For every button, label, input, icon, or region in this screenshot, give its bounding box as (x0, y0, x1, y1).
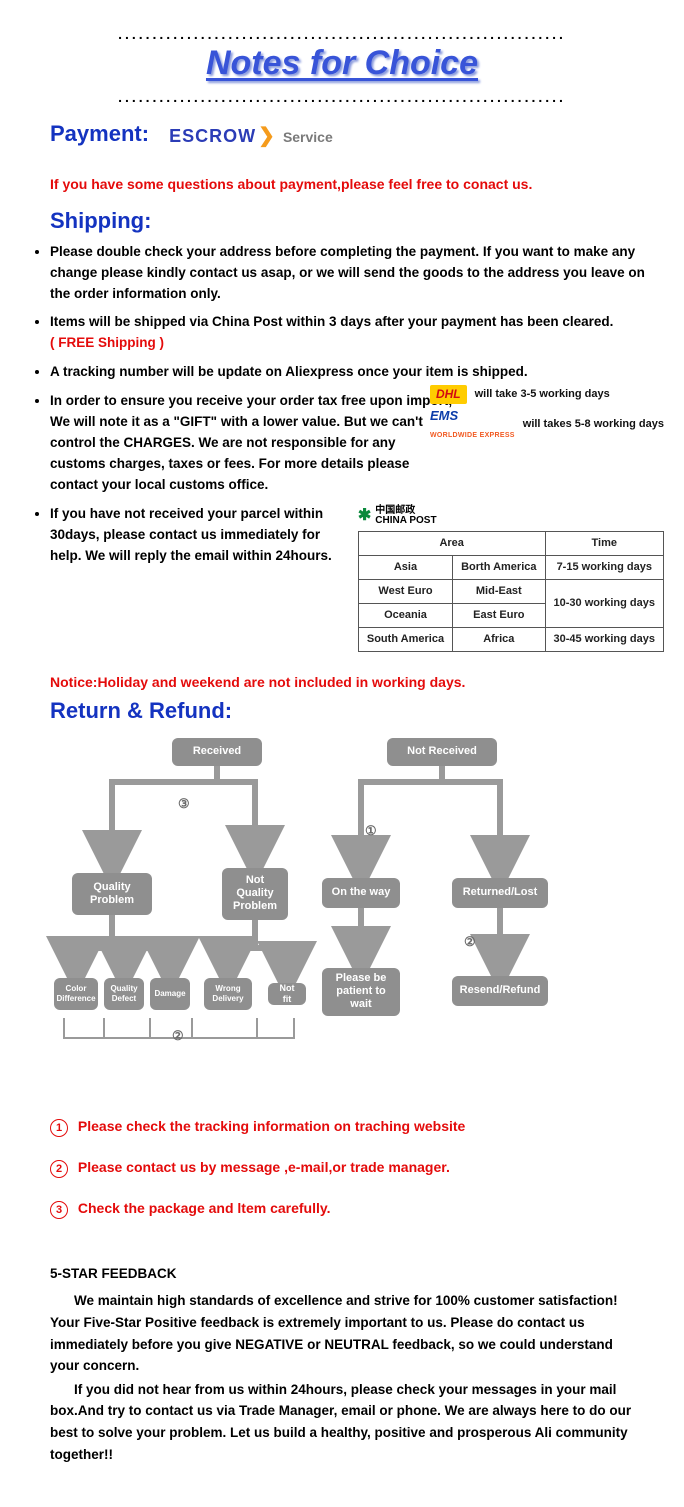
legend-num-icon: 1 (50, 1119, 68, 1137)
return-flowchart: Received Not Received Quality Problem No… (32, 738, 672, 1078)
escrow-arc-icon: ❯ (258, 123, 275, 148)
shipping-times-table: Area Time Asia Borth America 7-15 workin… (358, 531, 664, 652)
china-post-logo: ✱ 中国邮政 CHINA POST (358, 504, 664, 529)
table-cell: 30-45 working days (545, 627, 664, 651)
page-title: Notes for Choice (20, 44, 664, 83)
ems-note: will takes 5-8 working days (523, 416, 664, 433)
legend-num-icon: 3 (50, 1201, 68, 1219)
flow-node-not-quality: Not Quality Problem (222, 868, 288, 920)
flow-node-returned: Returned/Lost (452, 878, 548, 908)
legend-text: Please check the tracking information on… (78, 1118, 465, 1134)
legend-num-icon: 2 (50, 1160, 68, 1178)
table-cell: Mid-East (453, 579, 545, 603)
feedback-section: 5-STAR FEEDBACK We maintain high standar… (50, 1263, 644, 1465)
payment-label: Payment: (50, 121, 149, 146)
flow-node-quality: Quality Problem (72, 873, 152, 915)
shipping-bullets: Please double check your address before … (28, 242, 664, 652)
table-cell: East Euro (453, 603, 545, 627)
china-post-en: CHINA POST (375, 515, 436, 526)
table-cell: Asia (358, 555, 452, 579)
shipping-bullet-text: In order to ensure you receive your orde… (50, 393, 452, 492)
holiday-notice: Notice:Holiday and weekend are not inclu… (50, 674, 664, 690)
dhl-logo: DHL (430, 385, 467, 404)
flow-label-2l: ② (172, 1028, 184, 1044)
flow-node-wrong-delivery: Wrong Delivery (204, 978, 252, 1010)
free-shipping-label: ( FREE Shipping ) (50, 335, 164, 350)
flow-label-1: ① (365, 823, 377, 839)
shipping-bullet: If you have not received your parcel wit… (50, 504, 664, 652)
escrow-logo: ESCROW❯ Service (169, 123, 333, 148)
table-cell: 7-15 working days (545, 555, 664, 579)
payment-note: If you have some questions about payment… (50, 176, 664, 192)
legend-text: Please contact us by message ,e-mail,or … (78, 1159, 450, 1175)
section-payment-title: Payment: ESCROW❯ Service (50, 121, 664, 148)
flow-node-please-wait: Please be patient to wait (322, 968, 400, 1016)
flow-node-resend: Resend/Refund (452, 976, 548, 1006)
china-post-icon: ✱ (358, 504, 371, 529)
section-return-title: Return & Refund: (50, 698, 664, 724)
table-head-area: Area (358, 531, 545, 555)
ems-sub: WORLDWIDE EXPRESS (430, 432, 515, 439)
legend-list: 1 Please check the tracking information … (50, 1118, 664, 1219)
feedback-para: If you did not hear from us within 24hou… (50, 1379, 644, 1465)
legend-item: 3 Check the package and ltem carefully. (50, 1200, 664, 1219)
flow-node-quality-defect: Quality Defect (104, 978, 144, 1010)
section-shipping-title: Shipping: (50, 208, 664, 234)
shipping-bullet: In order to ensure you receive your orde… (50, 391, 664, 496)
dhl-note: will take 3-5 working days (475, 386, 610, 403)
ems-logo: EMS (430, 408, 458, 423)
shipping-bullet-text: Items will be shipped via China Post wit… (50, 314, 613, 329)
table-cell: South America (358, 627, 452, 651)
table-head-time: Time (545, 531, 664, 555)
legend-item: 1 Please check the tracking information … (50, 1118, 664, 1137)
flow-node-received: Received (172, 738, 262, 766)
table-cell: Africa (453, 627, 545, 651)
table-cell: West Euro (358, 579, 452, 603)
courier-block: DHL will take 3-5 working days EMS WORLD… (430, 385, 664, 445)
escrow-service: Service (283, 129, 333, 145)
feedback-title: 5-STAR FEEDBACK (50, 1263, 644, 1285)
feedback-para: We maintain high standards of excellence… (50, 1290, 644, 1376)
flow-node-on-way: On the way (322, 878, 400, 908)
shipping-bullet: Items will be shipped via China Post wit… (50, 312, 664, 354)
shipping-bullet-text: If you have not received your parcel wit… (50, 504, 348, 567)
header-dots-bottom: ........................................… (20, 89, 664, 105)
shipping-bullet: A tracking number will be update on Alie… (50, 362, 664, 383)
table-cell: Borth America (453, 555, 545, 579)
flow-node-not-received: Not Received (387, 738, 497, 766)
table-cell: Oceania (358, 603, 452, 627)
table-cell: 10-30 working days (545, 579, 664, 627)
legend-item: 2 Please contact us by message ,e-mail,o… (50, 1159, 664, 1178)
flow-label-3: ③ (178, 796, 190, 812)
escrow-text: ESCROW (169, 126, 256, 147)
flow-node-damage: Damage (150, 978, 190, 1010)
header-dots-top: ........................................… (20, 26, 664, 42)
flow-label-2r: ② (464, 934, 476, 950)
legend-text: Check the package and ltem carefully. (78, 1200, 331, 1216)
flow-node-color-diff: Color Difference (54, 978, 98, 1010)
flow-node-not-fit: Not fit (268, 983, 306, 1005)
shipping-bullet: Please double check your address before … (50, 242, 664, 305)
